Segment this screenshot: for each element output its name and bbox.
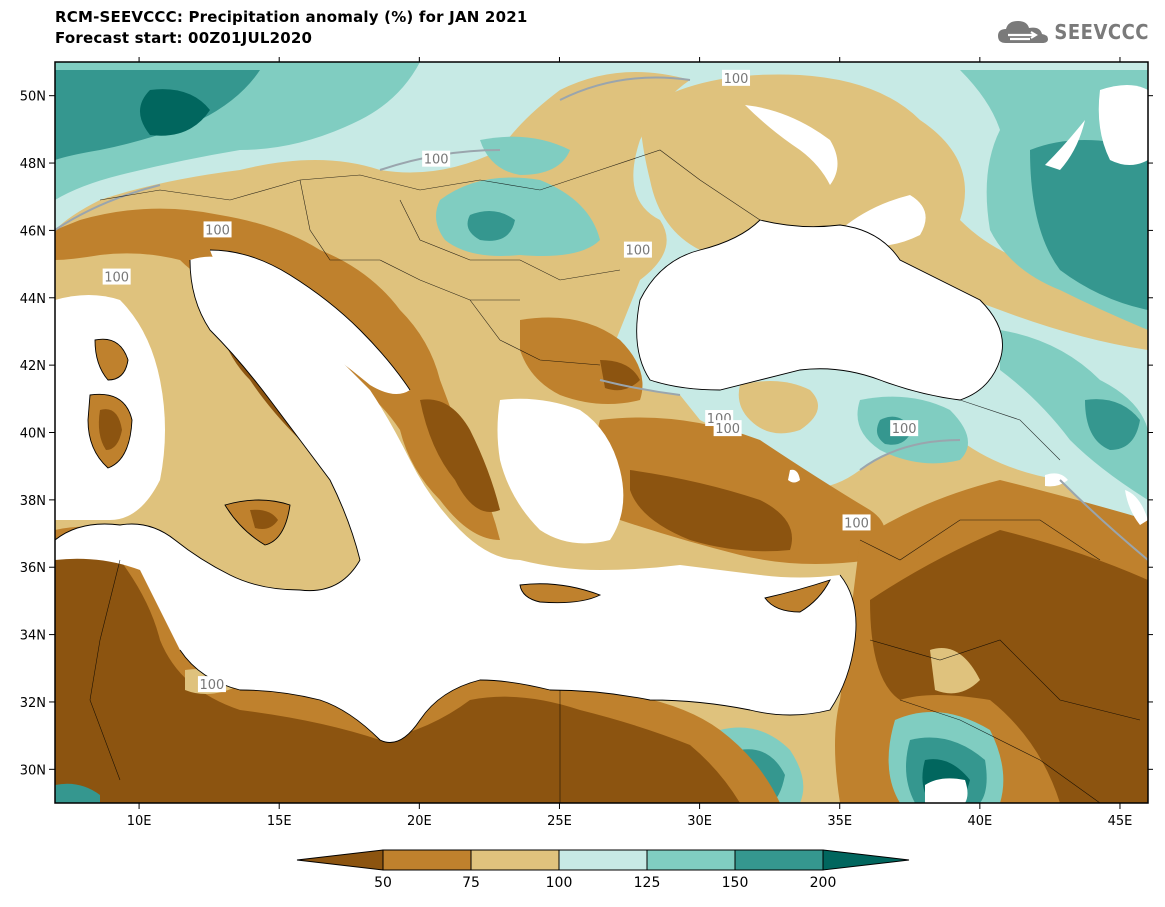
colorbar-segment [470, 849, 560, 871]
x-tick-label: 25E [547, 814, 572, 829]
x-tick-label: 20E [407, 814, 432, 829]
contour-label: 100 [844, 516, 869, 531]
contour-label: 100 [104, 271, 129, 286]
logo-text: SEEVCCC [1054, 20, 1149, 44]
contour-label-bg [422, 150, 451, 167]
y-tick-label: 48N [20, 157, 46, 172]
contour-label-bg [890, 420, 919, 437]
cloud-logo-icon [998, 21, 1049, 43]
contour-label: 100 [626, 244, 651, 259]
x-tick-label: 10E [127, 814, 152, 829]
x-tick-label: 30E [687, 814, 712, 829]
y-tick-label: 46N [20, 224, 46, 239]
x-tick-label: 15E [267, 814, 292, 829]
colorbar-segment [734, 849, 824, 871]
contour-label-bg [713, 420, 742, 437]
y-tick-label: 32N [20, 696, 46, 711]
contour-label: 100 [715, 422, 740, 437]
y-tick-label: 30N [20, 763, 46, 778]
colorbar-level-label: 125 [634, 875, 661, 891]
contour-label-bg [203, 221, 232, 238]
map-title: RCM-SEEVCCC: Precipitation anomaly (%) f… [55, 8, 528, 26]
y-tick-label: 50N [20, 90, 46, 105]
contour-label: 100 [724, 72, 749, 87]
y-tick-label: 42N [20, 359, 46, 374]
y-tick-label: 38N [20, 494, 46, 509]
colorbar-level-label: 200 [810, 875, 837, 891]
y-tick-label: 44N [20, 292, 46, 307]
contour-label: 100 [200, 678, 225, 693]
colorbar-level-label: 75 [462, 875, 480, 891]
contour-label-bg [842, 514, 871, 531]
colorbar-under-triangle [296, 849, 384, 871]
colorbar-segment [558, 849, 648, 871]
anomaly-field [55, 62, 1148, 803]
x-tick-label: 40E [967, 814, 992, 829]
y-tick-label: 34N [20, 629, 46, 644]
colorbar-segment [646, 849, 736, 871]
colorbar-over-triangle [822, 849, 910, 871]
x-tick-label: 35E [827, 814, 852, 829]
colorbar-level-label: 50 [374, 875, 392, 891]
country-borders [89, 149, 1141, 803]
y-tick-label: 36N [20, 561, 46, 576]
x-axis: 10E 15E 20E 25E 30E 35E 40E 45E [127, 57, 1133, 829]
contour-label-bg [623, 241, 652, 258]
colorbar: 50 75 100 125 150 200 [296, 849, 910, 891]
y-tick-label: 40N [20, 427, 46, 442]
seevccc-logo: SEEVCCC [996, 18, 1149, 46]
forecast-start-subtitle: Forecast start: 00Z01JUL2020 [55, 29, 313, 47]
x-tick-label: 45E [1108, 814, 1133, 829]
contour-label: 100 [205, 223, 230, 238]
contour-label: 100 [424, 153, 449, 168]
colorbar-segment [382, 849, 472, 871]
y-axis: 50N 48N 46N 44N 42N 40N 38N 36N 34N 32N 30N [20, 90, 1153, 778]
colorbar-level-label: 100 [546, 875, 573, 891]
colorbar-level-label: 150 [722, 875, 749, 891]
contour-label-bg [102, 268, 131, 285]
contour-label-bg [722, 69, 751, 86]
contour-label-bg [197, 676, 226, 693]
contour-label: 100 [892, 422, 917, 437]
